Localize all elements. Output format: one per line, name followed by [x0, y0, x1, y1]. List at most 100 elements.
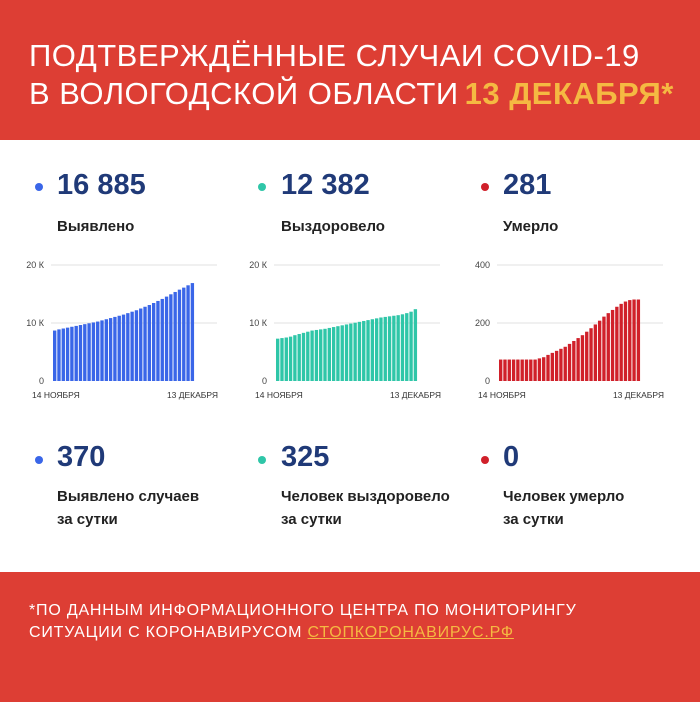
bar [284, 337, 288, 381]
bar [288, 336, 293, 381]
bar [61, 328, 65, 381]
footer-link[interactable]: СТОПКОРОНАВИРУС.РФ [307, 624, 514, 641]
bar [78, 325, 83, 381]
bar [147, 305, 152, 381]
footer-banner: *ПО ДАННЫМ ИНФОРМАЦИОННОГО ЦЕНТРА ПО МОН… [0, 572, 700, 702]
bar [323, 328, 327, 381]
bar [400, 314, 405, 381]
chart-died-svg: 0 200 400 14 НОЯБРЯ 13 ДЕКАБРЯ [475, 260, 664, 400]
footer-line-1: *ПО ДАННЫМ ИНФОРМАЦИОННОГО ЦЕНТРА ПО МОН… [29, 602, 577, 619]
stat-value-detected: 16 885 [57, 169, 146, 201]
y-tick-label: 20 К [249, 260, 268, 270]
daily-label1-died: Человек умерло [503, 488, 625, 505]
bar [74, 325, 78, 381]
bar [511, 359, 516, 381]
bar [100, 320, 104, 381]
bar [340, 325, 344, 381]
bar [585, 331, 589, 381]
daily-label1-detected: Выявлено случаев [57, 488, 200, 505]
y-tick-label: 400 [475, 260, 490, 270]
y-tick-label: 10 К [249, 318, 268, 328]
daily-value-died: 0 [503, 441, 520, 473]
bar [134, 310, 139, 381]
bar [130, 311, 134, 381]
bar [623, 301, 628, 381]
daily-value-detected: 370 [57, 441, 106, 473]
bar [293, 335, 297, 381]
bar [164, 296, 169, 381]
x-label-end: 13 ДЕКАБРЯ [613, 390, 664, 400]
daily-label1-recovered: Человек выздоровело [281, 488, 450, 505]
bar [597, 320, 602, 381]
bar [593, 324, 598, 381]
bar [156, 300, 160, 381]
bar [319, 329, 323, 381]
daily-value-recovered: 325 [281, 441, 330, 473]
bar [177, 289, 182, 381]
bar [53, 330, 57, 381]
y-tick-label: 200 [475, 318, 490, 328]
bar [349, 323, 353, 381]
chart-recovered: 0 10 К 20 К 14 НОЯБРЯ 13 ДЕКАБРЯ [243, 255, 448, 405]
y-tick-label: 0 [39, 376, 44, 386]
bar [413, 309, 418, 381]
bar [559, 348, 563, 381]
bar [546, 354, 550, 381]
bar [139, 308, 143, 381]
bar [529, 359, 533, 381]
bar [589, 328, 593, 381]
bar [96, 321, 100, 381]
daily-label2-recovered: за сутки [281, 511, 342, 528]
stat-dot-recovered [258, 183, 266, 191]
y-tick-label: 0 [262, 376, 267, 386]
bar [306, 331, 310, 381]
bar [576, 338, 580, 381]
footer-line-2: СИТУАЦИИ С КОРОНАВИРУСОМ СТОПКОРОНАВИРУС… [29, 624, 514, 642]
stat-value-died: 281 [503, 169, 552, 201]
header-banner: ПОДТВЕРЖДЁННЫЕ СЛУЧАИ COVID-19 В ВОЛОГОД… [0, 0, 700, 140]
daily-dot-died [481, 456, 489, 464]
stat-dot-died [481, 183, 489, 191]
bar [606, 313, 610, 381]
bar [383, 316, 387, 381]
bar [57, 329, 61, 381]
stat-label-died: Умерло [503, 218, 559, 235]
x-label-end: 13 ДЕКАБРЯ [167, 390, 218, 400]
bar [387, 316, 392, 381]
bar [632, 299, 636, 381]
y-tick-label: 20 К [26, 260, 45, 270]
bar [108, 318, 113, 381]
daily-dot-detected [35, 456, 43, 464]
bar [615, 306, 619, 381]
bar [151, 302, 156, 381]
bar [117, 315, 121, 381]
bar [554, 350, 559, 381]
y-tick-label: 0 [485, 376, 490, 386]
bar [65, 327, 70, 381]
x-label-start: 14 НОЯБРЯ [32, 390, 80, 400]
bar [362, 320, 366, 381]
x-label-start: 14 НОЯБРЯ [478, 390, 526, 400]
bar [619, 303, 623, 381]
y-tick-label: 10 К [26, 318, 45, 328]
daily-label2-died: за сутки [503, 511, 564, 528]
bar [173, 291, 177, 381]
bar [580, 335, 585, 381]
bar [113, 316, 117, 381]
bar [121, 314, 126, 381]
daily-dot-recovered [258, 456, 266, 464]
bar [353, 322, 357, 381]
bar [190, 283, 195, 381]
x-label-end: 13 ДЕКАБРЯ [390, 390, 441, 400]
bar [126, 313, 130, 381]
bar [186, 285, 190, 381]
stat-label-detected: Выявлено [57, 218, 135, 235]
bar [563, 346, 567, 381]
bar [542, 357, 546, 381]
bar [572, 340, 576, 381]
bar [628, 300, 632, 381]
chart-detected-svg: 0 10 К 20 К 14 НОЯБРЯ 13 ДЕКАБРЯ [26, 260, 218, 400]
bar [550, 352, 554, 381]
title-line-2: В ВОЛОГОДСКОЙ ОБЛАСТИ 13 ДЕКАБРЯ* [29, 76, 674, 112]
bar [567, 343, 572, 381]
